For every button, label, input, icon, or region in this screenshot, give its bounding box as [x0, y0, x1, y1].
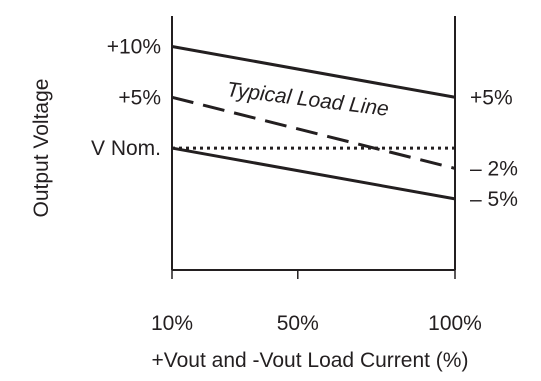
plot-frame	[171, 16, 456, 271]
series-layer	[171, 45, 456, 201]
series-line-3-solid	[171, 146, 456, 201]
x-tick-label: 10%	[151, 312, 193, 335]
annotation-typical-load-line: Typical Load Line	[225, 78, 390, 121]
y-tick-label-right: – 2%	[470, 157, 518, 180]
y-tick-label-left: +5%	[118, 86, 161, 109]
series-line-0-solid	[171, 45, 456, 99]
y-tick-label-right: +5%	[470, 86, 513, 109]
ticks-layer: 10% 50% 100% +10% +5% V Nom. +5% – 2% – 5%	[91, 35, 518, 335]
y-tick-label-left: V Nom.	[91, 137, 161, 160]
x-axis-label: +Vout and -Vout Load Current (%)	[152, 349, 469, 372]
y-tick-label-left: +10%	[107, 35, 161, 58]
y-tick-label-right: – 5%	[470, 188, 518, 211]
y-axis-label: Output Voltage	[30, 79, 53, 218]
x-tick-label: 50%	[277, 312, 319, 335]
series-line-1-dashed	[171, 95, 456, 170]
x-tick-label: 100%	[428, 312, 482, 335]
